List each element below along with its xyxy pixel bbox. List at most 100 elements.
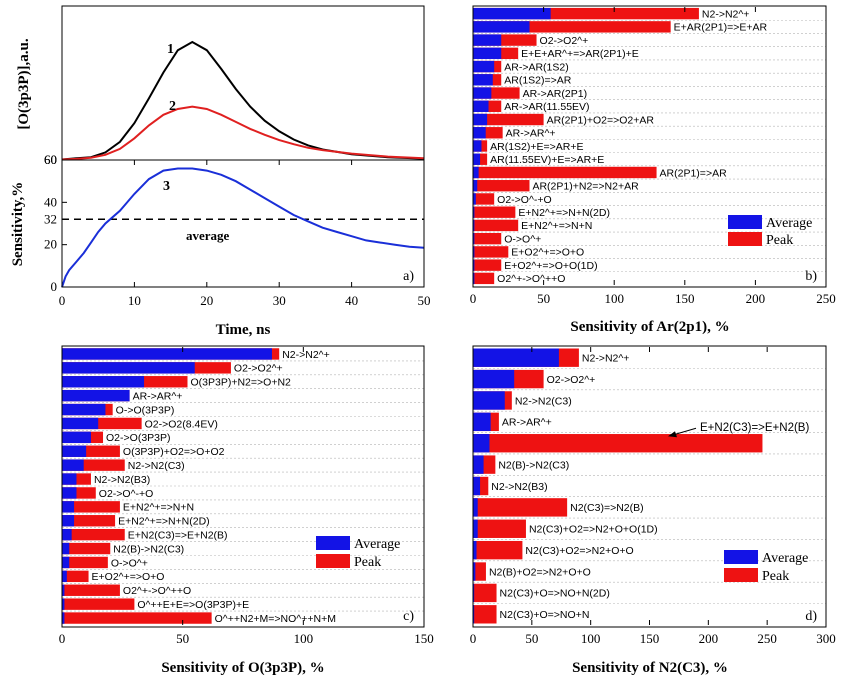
d-bar-label: N2(B)+O2=>N2+O+O [489, 566, 591, 578]
b-bar-label: AR(1S2)=>AR [504, 75, 572, 87]
d-bar-average [473, 348, 559, 367]
b-bar-average [473, 259, 475, 271]
d-bar-peak [473, 562, 486, 581]
c-bar-peak [62, 487, 96, 499]
c-xtick-label: 50 [176, 631, 189, 646]
b-bar-average [473, 60, 495, 73]
a-xtick-label: 40 [345, 293, 358, 308]
c-bar-average [62, 417, 99, 430]
d-xtick-label: 200 [699, 631, 719, 646]
b-bar-peak [473, 166, 657, 179]
d-bar-average [473, 540, 477, 560]
b-bar-label: AR(2P1)+N2=>N2+AR [532, 181, 639, 193]
b-bar-label: E+O2^+=>O+O(1D) [504, 260, 597, 272]
b-bar-peak [473, 193, 495, 205]
a-ytick-label: 60 [44, 152, 57, 167]
d-xtick-label: 150 [640, 631, 660, 646]
d-bar-label: O2->O2^+ [547, 374, 596, 386]
panel-d-bar-chart: N2->N2^+ O2->O2^+ N2->N2(C3) AR->AR^+ N2(B)-… [470, 345, 836, 676]
d-panel-label: d) [805, 609, 817, 624]
b-xtick-label: 250 [816, 291, 836, 306]
d-bar-label: N2->N2(C3) [515, 395, 572, 407]
a-top-ytick-label: 60 [44, 152, 57, 167]
b-bar-label: AR->AR(11.55EV) [504, 101, 589, 113]
a-top-plot [61, 40, 425, 161]
b-bar-average [473, 7, 551, 20]
d-xtick-label: 100 [581, 631, 601, 646]
b-bar-average [473, 140, 482, 152]
d-legend-average-swatch [724, 550, 758, 564]
c-bar-peak [62, 570, 89, 583]
a-average-label: average [186, 228, 230, 243]
c-bar-average [62, 584, 65, 596]
b-bar-peak [473, 21, 671, 33]
d-annotation-arrowhead [668, 431, 677, 438]
b-bar-label: AR->AR(1S2) [504, 61, 568, 73]
d-legend-average-label: Average [762, 551, 808, 566]
d-bar-label: N2->N2^+ [582, 352, 630, 364]
b-bar-label: O->O^+ [504, 233, 541, 245]
a-curve-2 [61, 105, 425, 161]
c-bar-label: O2^+->O^++O [123, 585, 191, 597]
c-bar-average [62, 612, 65, 624]
b-bar-label: AR(1S2)+E=>AR+E [490, 141, 583, 153]
d-bar-average [473, 498, 478, 517]
c-bar-label: O^++E+E=>O(3P3P)+E [137, 599, 249, 611]
d-bar-peak [473, 498, 568, 517]
b-bar-average [473, 232, 475, 245]
d-bar-label: AR->AR^+ [502, 417, 552, 429]
c-xtick-label: 150 [414, 631, 434, 646]
b-frame [472, 5, 827, 288]
a-curve-1 [61, 40, 425, 161]
c-bar-label: E+N2(C3)=>E+N2(B) [128, 529, 228, 541]
c-x-ticks: 0 50 100 150 [59, 347, 434, 646]
b-legend-average-label: Average [766, 216, 812, 231]
b-bar-label: O2->O^-+O [497, 194, 552, 206]
c-bar-label: E+N2^+=>N+N [123, 502, 194, 514]
c-legend-average-swatch [316, 536, 350, 550]
c-bar-average [62, 570, 67, 583]
b-bar-average [473, 21, 530, 33]
b-bar-label: E+AR(2P1)=>E+AR [674, 22, 768, 34]
b-bar-average [473, 180, 478, 192]
b-bar-label: AR(11.55EV)+E=>AR+E [490, 154, 604, 166]
c-bar-label: N2->N2(C3) [128, 460, 185, 472]
a-ytick-label: 20 [44, 237, 57, 252]
c-bar-peak [62, 584, 120, 596]
c-bar-average [62, 403, 106, 416]
d-legend-peak-swatch [724, 568, 758, 582]
b-xtick-label: 150 [675, 291, 695, 306]
d-bar-average [473, 369, 515, 389]
b-bar-peak [473, 180, 530, 192]
c-bar-average [62, 501, 75, 513]
d-x-ticks: 0 50 100 150 200 250 300 [470, 347, 836, 646]
b-bar-average [473, 47, 502, 60]
b-bar-average [473, 206, 475, 218]
b-bar-peak [473, 206, 516, 218]
b-bar-average [473, 100, 489, 112]
d-bar-label: N2->N2(B3) [491, 481, 547, 493]
b-xtick-label: 200 [746, 291, 766, 306]
c-bar-label: O->O^+ [111, 557, 148, 569]
c-bar-peak [62, 515, 116, 527]
c-xtick-label: 0 [59, 631, 66, 646]
d-bar-label: N2(C3)+O2=>N2+O+O [525, 545, 633, 557]
c-xtick-label: 100 [294, 631, 314, 646]
b-bar-label: AR(2P1)=>AR [660, 167, 728, 179]
b-bar-average [473, 127, 486, 139]
d-bar-peak [473, 519, 526, 538]
c-legend-peak-label: Peak [354, 555, 381, 570]
c-bar-label: O(3P3P)+N2=>O+N2 [190, 377, 291, 389]
d-bar-average [473, 412, 491, 432]
c-bar-average [62, 515, 75, 527]
a-xtick-label: 20 [200, 293, 213, 308]
c-bar-average [62, 542, 70, 555]
c-bar-label: O^++N2+M=>NO^++N+M [215, 613, 336, 625]
d-legend: Average Peak [724, 550, 808, 584]
c-legend-average-label: Average [354, 537, 400, 552]
d-bar-average [473, 391, 505, 410]
a-panel-label: a) [403, 269, 414, 284]
b-bar-label: O2^+->O^++O [497, 273, 565, 285]
c-bar-average [62, 362, 195, 374]
b-x-ticks: 0 50 100 150 200 250 [470, 7, 836, 306]
